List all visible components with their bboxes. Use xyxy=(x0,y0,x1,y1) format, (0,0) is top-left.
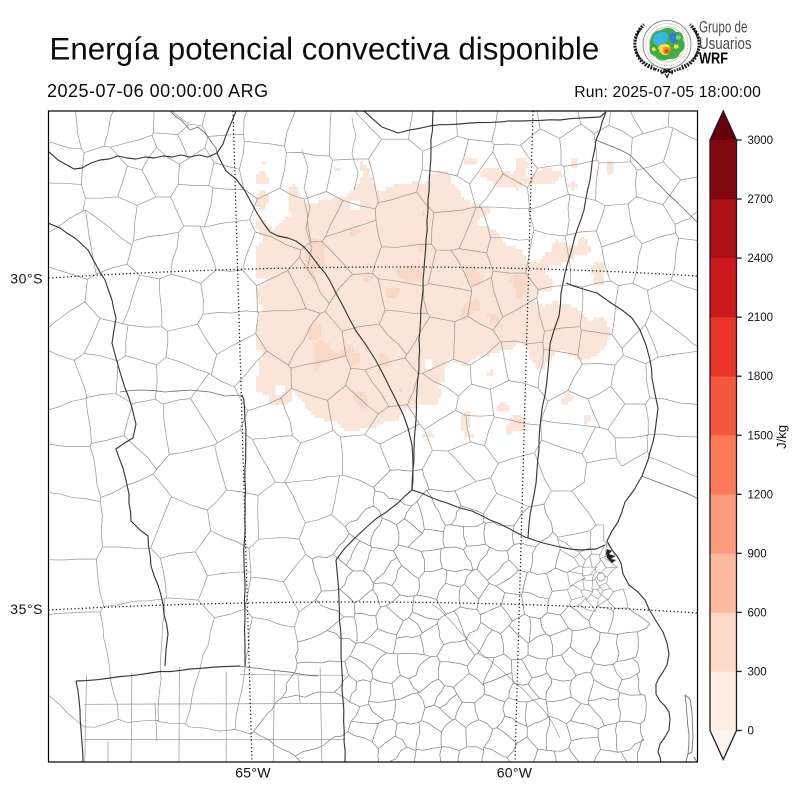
svg-text:Usuarios: Usuarios xyxy=(699,35,752,53)
svg-text:3000: 3000 xyxy=(748,135,774,147)
svg-text:600: 600 xyxy=(748,607,767,619)
svg-text:Grupo de: Grupo de xyxy=(699,19,748,37)
svg-text:2400: 2400 xyxy=(748,253,774,265)
svg-text:1500: 1500 xyxy=(748,430,774,442)
svg-text:J/kg: J/kg xyxy=(774,425,789,449)
svg-text:2025-07-06 00:00:00 ARG: 2025-07-06 00:00:00 ARG xyxy=(47,81,269,101)
svg-text:65°W: 65°W xyxy=(235,765,271,781)
svg-text:2100: 2100 xyxy=(748,312,774,324)
svg-text:0: 0 xyxy=(748,726,754,738)
svg-text:900: 900 xyxy=(748,548,767,560)
svg-text:1800: 1800 xyxy=(748,371,774,383)
svg-text:WRF: WRF xyxy=(699,51,728,68)
svg-text:300: 300 xyxy=(748,666,767,678)
svg-text:35°S: 35°S xyxy=(10,601,43,617)
svg-text:Run: 2025-07-05 18:00:00: Run: 2025-07-05 18:00:00 xyxy=(574,84,761,101)
svg-text:60°W: 60°W xyxy=(497,765,533,781)
svg-text:2700: 2700 xyxy=(748,194,774,206)
svg-text:1200: 1200 xyxy=(748,489,774,501)
svg-text:30°S: 30°S xyxy=(10,271,43,287)
svg-text:Energía potencial convectiva d: Energía potencial convectiva disponible xyxy=(50,32,600,67)
